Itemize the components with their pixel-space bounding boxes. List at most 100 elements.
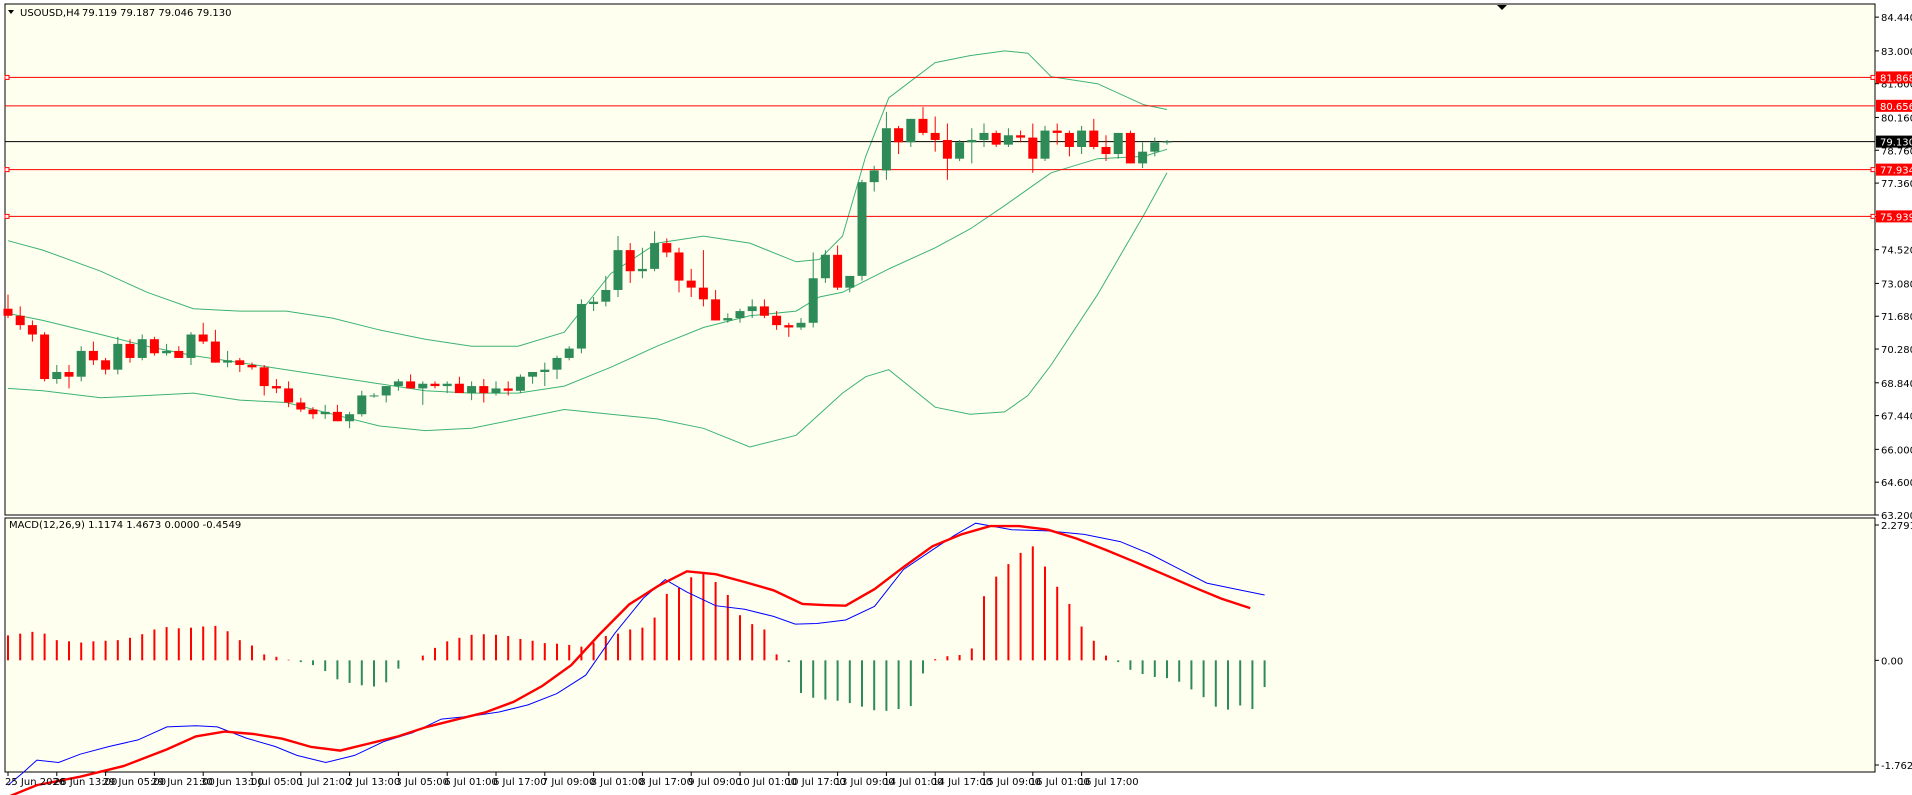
price-tick-label: 84.440 <box>1881 13 1912 24</box>
candle <box>1016 130 1026 143</box>
candle <box>418 381 428 405</box>
candle-body-bear <box>406 381 416 389</box>
candle <box>930 116 940 152</box>
candle-body-bull <box>528 372 538 377</box>
candle <box>357 390 367 417</box>
candle-body-bull <box>113 343 123 370</box>
candle <box>589 297 599 312</box>
time-tick-label: 10 Jul 17:00 <box>786 777 846 788</box>
candle <box>296 397 306 412</box>
candle-body-bull <box>613 250 623 290</box>
candle <box>747 299 757 319</box>
bollinger-lower-band <box>7 172 1168 448</box>
candle <box>88 341 98 365</box>
price-tick-label: 68.840 <box>1881 379 1912 390</box>
candle-body-bull <box>881 128 891 171</box>
price-panel[interactable] <box>4 3 1876 516</box>
candle-body-bull <box>320 411 330 415</box>
candle <box>345 411 355 429</box>
candle-body-bear <box>1101 146 1111 155</box>
time-tick-label: 26 Jun 13:00 <box>54 777 118 788</box>
candle <box>552 355 562 380</box>
candle <box>967 128 977 164</box>
bollinger-upper-band <box>7 50 1168 347</box>
candle <box>650 231 660 272</box>
candle-body-bull <box>1138 151 1148 164</box>
candle <box>210 329 220 363</box>
candle <box>503 381 513 396</box>
candle <box>625 243 635 283</box>
price-tick-label: 74.520 <box>1881 246 1912 257</box>
level-anchor-left[interactable] <box>4 213 10 219</box>
candle-body-bull <box>735 311 745 319</box>
level-price-tag <box>1876 71 1912 84</box>
price-tick-label: 63.200 <box>1881 511 1912 522</box>
level-anchor-right[interactable] <box>1870 167 1876 173</box>
candle-body-bear <box>503 388 513 391</box>
time-tick-label: 6 Jul 01:00 <box>444 777 498 788</box>
candle-body-bear <box>454 383 464 394</box>
macd-axis: 2.2791 0.00 -1.7623 <box>1875 521 1912 772</box>
candle-body-bear <box>759 306 769 316</box>
candle <box>601 275 611 307</box>
candle <box>162 343 172 356</box>
time-tick-label: 16 Jul 01:00 <box>1030 777 1090 788</box>
candle-body-bull <box>223 360 233 363</box>
candle <box>796 318 806 330</box>
level-anchor-left[interactable] <box>4 74 10 80</box>
candle-body-bull <box>76 350 86 377</box>
macd-panel[interactable] <box>4 517 1876 773</box>
candle <box>723 313 733 323</box>
candle <box>1101 135 1111 162</box>
time-tick-label: 10 Jul 01:00 <box>737 777 797 788</box>
candle-body-bear <box>27 325 37 335</box>
symbol-menu-arrow-icon[interactable] <box>8 10 14 14</box>
level-anchor-right[interactable] <box>1870 74 1876 80</box>
candle-body-bull <box>186 334 196 358</box>
time-tick-label: 29 Jun 21:00 <box>151 777 215 788</box>
candle <box>442 381 452 394</box>
time-tick-label: 29 Jun 05:00 <box>103 777 167 788</box>
candle <box>942 123 952 180</box>
candlesticks <box>3 107 1172 429</box>
candle-body-bear <box>894 128 904 143</box>
candle-body-bull <box>650 243 660 269</box>
level-anchor-left[interactable] <box>4 167 10 173</box>
price-tick-label: 71.680 <box>1881 312 1912 323</box>
price-tick-label: 78.760 <box>1881 146 1912 157</box>
candle <box>430 381 440 389</box>
candle <box>491 381 501 396</box>
candle-body-bull <box>393 381 403 387</box>
candle <box>955 139 965 162</box>
time-tick-label: 16 Jul 17:00 <box>1079 777 1139 788</box>
candle-body-bear <box>40 334 50 380</box>
candle-body-bear <box>1064 132 1074 147</box>
candle <box>454 376 464 394</box>
candle-body-bear <box>930 132 940 140</box>
candle-body-bear <box>1125 132 1135 164</box>
level-anchor-right[interactable] <box>1870 213 1876 219</box>
time-tick-label: 9 Jul 09:00 <box>688 777 742 788</box>
candle <box>735 308 745 323</box>
candle-body-bull <box>637 268 647 272</box>
candle-body-bull <box>808 278 818 323</box>
candle-body-bull <box>540 369 550 373</box>
candle <box>113 336 123 375</box>
current-price-tag <box>1876 135 1912 148</box>
candle-body-bear <box>772 315 782 326</box>
chart-shift-marker-icon[interactable] <box>1497 5 1507 10</box>
candle <box>820 250 830 283</box>
candle <box>1089 118 1099 150</box>
time-tick-label: 6 Jul 17:00 <box>493 777 547 788</box>
candle <box>381 386 391 403</box>
candle-body-bull <box>357 395 367 415</box>
candle-body-bull <box>589 301 599 305</box>
ohlc-readout: 79.119 79.187 79.046 79.130 <box>82 8 232 19</box>
candle <box>711 289 721 321</box>
macd-histogram <box>7 546 1266 711</box>
candle-body-bear <box>259 367 269 387</box>
price-tick-label: 77.360 <box>1881 179 1912 190</box>
candle-body-bear <box>698 287 708 300</box>
